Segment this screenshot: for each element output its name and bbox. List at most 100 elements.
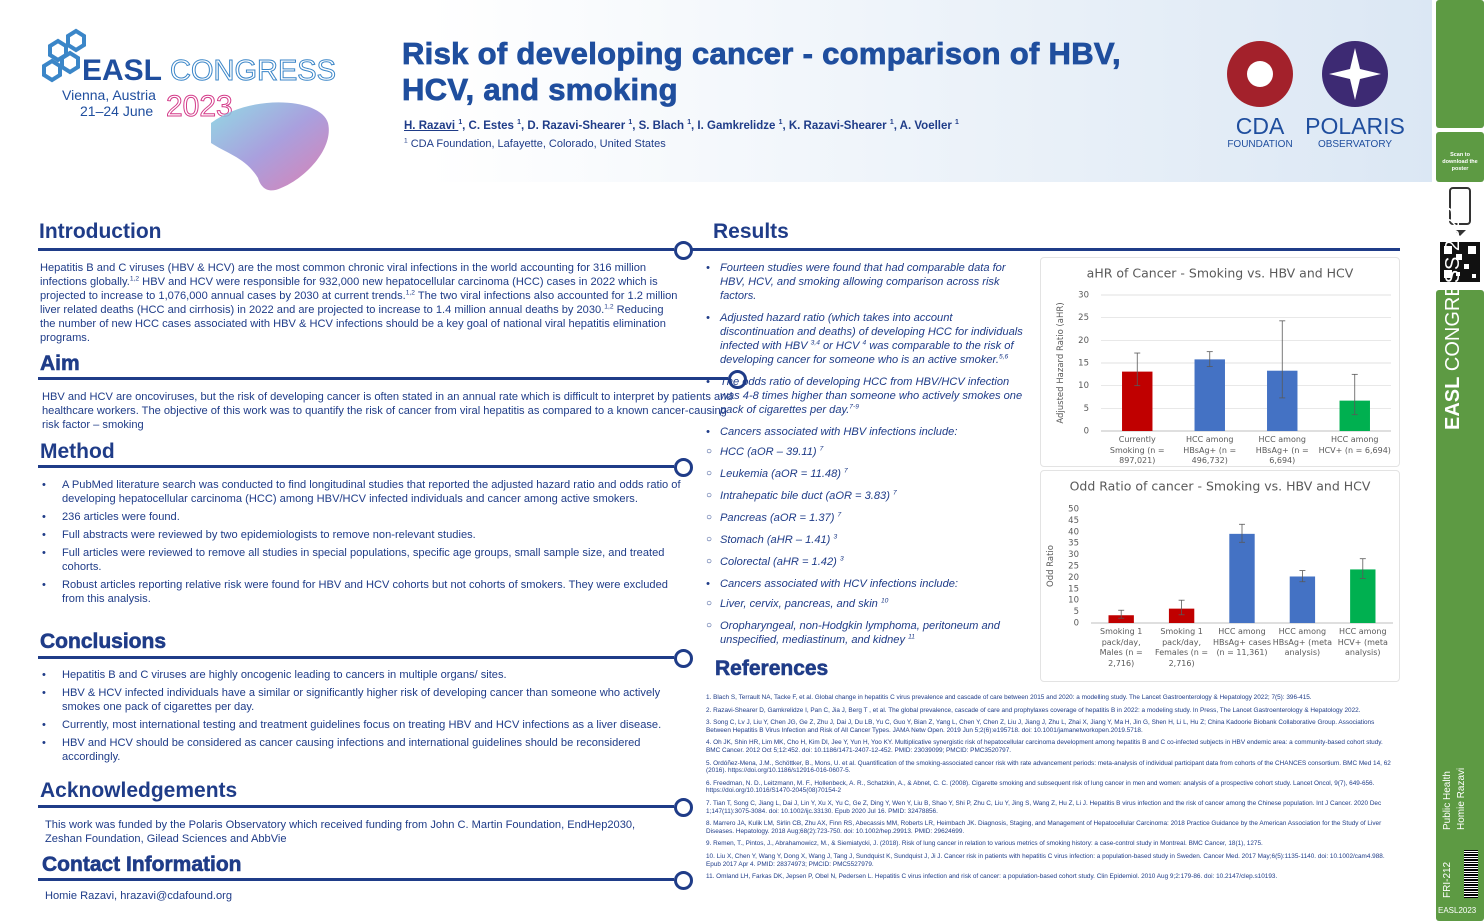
- result-sublist: HCC (aOR – 39.11) 7Leukemia (aOR = 11.48…: [706, 445, 1024, 569]
- easl-logo: EASL CONGRESS Vienna, Austria 21–24 June…: [42, 28, 336, 191]
- text-run: Intrahepatic bile duct (aOR = 3.83): [720, 490, 893, 502]
- citation: 3: [833, 533, 838, 541]
- scan-text: Scan to download the poster: [1442, 152, 1478, 172]
- y-tick-label: 10: [1068, 596, 1079, 606]
- intro-text: Hepatitis B and C viruses (HBV & HCV) ar…: [40, 261, 680, 345]
- sidebar-main: EASL CONGRESS 2023 Public Health Homie R…: [1436, 207, 1484, 921]
- citation: 1,2: [129, 275, 140, 283]
- section-node: [674, 649, 693, 668]
- text-run: Oropharyngeal, non-Hodgkin lymphoma, per…: [720, 620, 1000, 646]
- bar: [1108, 615, 1134, 623]
- y-axis-label: Adjusted Hazard Ratio (aHR): [1056, 302, 1066, 423]
- x-label-box: HCC among HCV+ (n = 6,694): [1319, 435, 1391, 455]
- error-bar: [1299, 570, 1306, 583]
- y-tick-label: 10: [1078, 381, 1089, 391]
- result-subitem: HCC (aOR – 39.11) 7: [706, 445, 1024, 459]
- list-item: Hepatitis B and C viruses are highly onc…: [42, 668, 682, 682]
- contact-text: Homie Razavi, hrazavi@cdafound.org: [45, 890, 233, 902]
- qr-area: [1440, 187, 1480, 282]
- sidebar-word: CONGRESS: [1442, 256, 1464, 372]
- section-node: [674, 798, 693, 817]
- y-tick-label: 30: [1078, 291, 1089, 301]
- barcode: [1464, 850, 1478, 898]
- x-tick-label: HCC among HCV+ (meta analysis): [1337, 627, 1388, 657]
- easl-word: CONGRESS: [170, 55, 336, 87]
- result-item: Adjusted hazard ratio (which takes into …: [706, 311, 1024, 367]
- y-tick-label: 35: [1068, 539, 1079, 549]
- partner-logos: CDA FOUNDATION POLARIS OBSERVATORY: [1227, 41, 1405, 150]
- x-label-box: Smoking 1 pack/day, Males (n = 2,716): [1100, 627, 1143, 668]
- error-bar: [1206, 351, 1213, 368]
- citation: 4: [862, 339, 867, 347]
- list-item: Full articles were reviewed to remove al…: [42, 546, 682, 574]
- error-bar: [1239, 523, 1245, 543]
- y-tick-label: 25: [1078, 313, 1089, 323]
- x-tick-label: HCC among HBsAg+ (n = 496,732): [1183, 435, 1237, 465]
- citation: 5,6: [998, 353, 1009, 361]
- x-tick-label: HCC among HBsAg+ (n = 6,694): [1255, 435, 1309, 465]
- citation: 1: [517, 119, 521, 127]
- citation: 7: [892, 489, 897, 497]
- citation: 1: [889, 119, 894, 127]
- section-node: [674, 458, 693, 477]
- result-item: The odds ratio of developing HCC from HB…: [706, 375, 1024, 417]
- result-text: Fourteen studies were found that had com…: [720, 262, 1006, 302]
- section-heading: Method: [40, 440, 115, 463]
- citation: 7: [844, 467, 848, 475]
- text-run: Colorectal (aHR = 1.42): [720, 556, 840, 568]
- list-item: 7. Tian T, Song C, Jiang L, Dai J, Lin Y…: [706, 799, 1382, 815]
- citation: 1: [778, 119, 783, 127]
- x-label-box: HCC among HBsAg+ cases (n = 11,361): [1212, 627, 1271, 657]
- x-tick-label: Currently Smoking (n = 897,021): [1109, 435, 1165, 465]
- result-text: Cancers associated with HBV infections i…: [720, 426, 958, 438]
- sidebar-top: [1436, 0, 1484, 128]
- ack-text: This work was funded by the Polaris Obse…: [45, 819, 636, 845]
- y-tick-label: 20: [1078, 336, 1089, 346]
- y-tick-label: 50: [1068, 505, 1079, 515]
- x-tick-label: Smoking 1 pack/day, Females (n = 2,716): [1155, 627, 1209, 668]
- section-rule: [690, 248, 1400, 251]
- y-tick-label: 0: [1074, 619, 1079, 629]
- citation: 1,2: [604, 303, 614, 311]
- text-run: , C. Estes: [462, 120, 518, 132]
- citation: 1: [404, 137, 408, 145]
- text-run: , A. Voeller: [893, 120, 956, 132]
- result-subitem: Stomach (aHR – 1.41) 3: [706, 533, 1024, 547]
- x-tick-label: HCC among HBsAg+ cases (n = 11,361): [1212, 627, 1271, 657]
- section-heading: Results: [713, 220, 789, 243]
- y-axis-label: Odd Ratio: [1046, 545, 1056, 587]
- sidebar-presenter: Homie Razavi: [1456, 767, 1467, 830]
- x-label-box: Currently Smoking (n = 897,021): [1109, 435, 1165, 465]
- affiliation: 1 CDA Foundation, Lafayette, Colorado, U…: [404, 138, 666, 150]
- text-run: Adjusted hazard ratio (which takes into …: [720, 312, 1023, 352]
- method-list: A PubMed literature search was conducted…: [42, 478, 682, 610]
- error-bar: [1279, 320, 1286, 399]
- x-label-box: HCC among HCV+ (meta analysis): [1337, 627, 1388, 657]
- list-item: 10. Liu X, Chen Y, Wang Y, Dong X, Wang …: [706, 852, 1385, 868]
- list-item: 9. Remen, T., Pintos, J., Abrahamowicz, …: [706, 840, 1263, 848]
- citation: 1: [458, 119, 463, 127]
- result-subitem: Oropharyngeal, non-Hodgkin lymphoma, per…: [706, 619, 1024, 647]
- text-run: Liver, cervix, pancreas, and skin: [720, 598, 881, 610]
- x-label-box: HCC among HBsAg+ (n = 6,694): [1255, 435, 1309, 465]
- bar: [1194, 359, 1225, 431]
- sidebar-congress: EASL CONGRESS 2023: [1442, 207, 1465, 430]
- section-rule: [38, 377, 728, 380]
- bar: [1289, 576, 1316, 623]
- result-sublist: Liver, cervix, pancreas, and skin 10 Orop…: [706, 597, 1024, 647]
- text-run: HBV and HCV were responsible for 932,000…: [40, 276, 658, 302]
- x-tick-label: HCC among HBsAg+ (meta analysis): [1272, 627, 1333, 657]
- poster-title: Risk of developing cancer - comparison o…: [402, 36, 1121, 108]
- citation: 3: [839, 555, 844, 563]
- section-rule: [38, 878, 674, 881]
- error-bar: [1359, 558, 1366, 579]
- y-tick-label: 45: [1068, 516, 1079, 526]
- text-run: , I. Gamkrelidze: [691, 120, 779, 132]
- results-list: Fourteen studies were found that had com…: [706, 261, 1024, 655]
- result-text: Cancers associated with HCV infections i…: [720, 578, 959, 590]
- y-tick-label: 40: [1068, 527, 1079, 537]
- error-bar: [1118, 609, 1125, 619]
- chart-title: aHR of Cancer - Smoking vs. HBV and HCV: [1087, 266, 1354, 281]
- section-heading: Aim: [40, 352, 80, 376]
- polaris-name: POLARIS: [1305, 113, 1405, 139]
